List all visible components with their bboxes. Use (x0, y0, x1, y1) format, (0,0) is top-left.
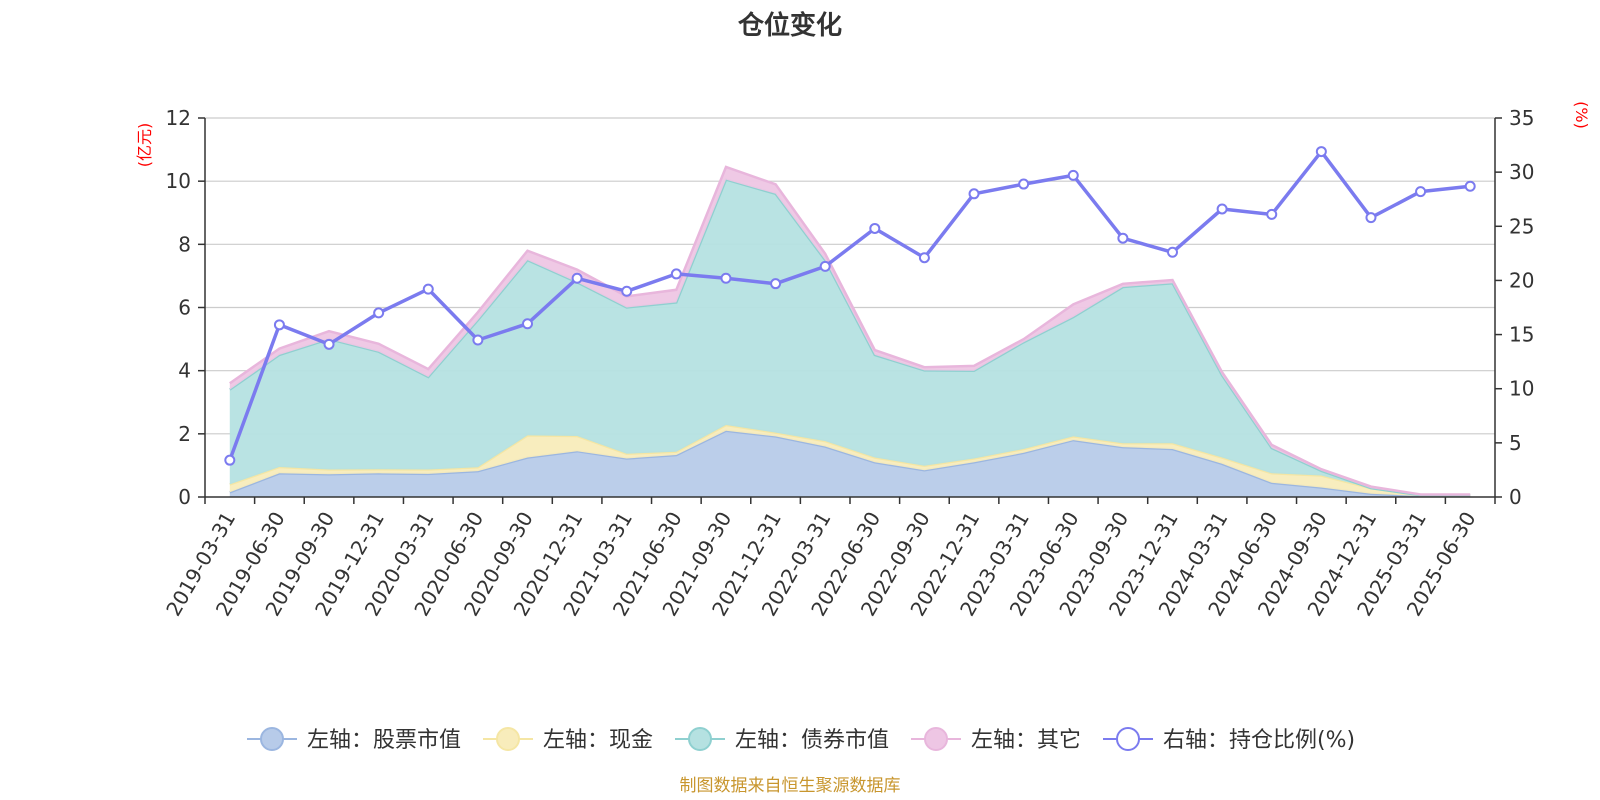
left-tick-label: 10 (166, 169, 191, 193)
right-tick-label: 30 (1509, 160, 1534, 184)
right-tick-label: 35 (1509, 106, 1534, 130)
area-series-2 (229, 179, 1471, 496)
ratio-point (224, 454, 236, 466)
ratio-point (1167, 246, 1178, 258)
ratio-point (1266, 208, 1278, 220)
legend-item-0: 左轴：股票市值 (247, 727, 461, 753)
area-series-edge-3 (229, 165, 1471, 496)
legend-label: 左轴：股票市值 (307, 728, 461, 753)
ratio-point (1464, 180, 1476, 192)
right-tick-label: 20 (1509, 268, 1534, 292)
legend-marker (924, 727, 948, 751)
ratio-point (670, 268, 682, 280)
ratio-point (373, 307, 385, 319)
ratio-point (720, 272, 732, 284)
right-tick-label: 10 (1509, 377, 1534, 401)
legend-item-1: 左轴：现金 (483, 727, 653, 753)
left-tick-label: 6 (178, 296, 191, 320)
area-series-0 (229, 430, 1471, 497)
ratio-point (522, 318, 533, 330)
legend-label: 左轴：债券市值 (735, 728, 889, 753)
right-tick-label: 5 (1509, 431, 1522, 455)
ratio-point (571, 272, 583, 284)
left-tick-label: 8 (178, 232, 191, 256)
legend-item-4: 右轴：持仓比例(%) (1103, 727, 1355, 753)
ratio-point (1067, 169, 1079, 181)
ratio-point (770, 278, 782, 290)
holding-ratio-line (224, 146, 1476, 466)
left-axis-unit: (亿元) (135, 123, 154, 168)
chart-title: 仓位变化 (737, 10, 842, 41)
source-note: 制图数据来自恒生聚源数据库 (680, 776, 901, 796)
area-series-1 (229, 425, 1471, 497)
left-tick-label: 12 (166, 106, 191, 130)
ratio-point (869, 222, 881, 234)
left-tick-label: 2 (178, 422, 191, 446)
legend-item-3: 左轴：其它 (911, 727, 1081, 753)
ratio-point (1018, 178, 1030, 190)
legend-marker (1116, 727, 1140, 751)
right-tick-label: 25 (1509, 214, 1534, 238)
legend-marker (260, 727, 284, 751)
legend-label: 右轴：持仓比例(%) (1163, 728, 1355, 753)
ratio-point (968, 188, 980, 200)
ratio-point (472, 334, 484, 346)
right-tick-label: 15 (1509, 323, 1534, 347)
legend-label: 左轴：其它 (971, 728, 1081, 753)
ratio-point (1216, 203, 1228, 215)
ratio-point (819, 260, 831, 272)
ratio-point (1117, 232, 1129, 244)
ratio-point (1315, 146, 1327, 158)
ratio-point (422, 283, 434, 295)
left-tick-label: 0 (178, 485, 191, 509)
legend-label: 左轴：现金 (543, 728, 653, 753)
legend: 左轴：股票市值 左轴：现金 左轴：债券市值 左轴：其它 右轴：持仓比例(%) (247, 727, 1355, 753)
ratio-point (918, 252, 930, 264)
ratio-point (273, 319, 285, 331)
ratio-line-path (228, 149, 1471, 461)
right-tick-label: 0 (1509, 485, 1522, 509)
ratio-point (1415, 186, 1427, 198)
left-tick-label: 4 (178, 359, 191, 383)
stacked-areas (229, 165, 1471, 498)
ratio-point (323, 338, 335, 350)
right-axis-unit: (%) (1572, 101, 1591, 129)
ratio-point (1365, 212, 1377, 224)
legend-marker (688, 727, 712, 751)
legend-marker (496, 727, 520, 751)
ratio-point (621, 285, 633, 297)
legend-item-2: 左轴：债券市值 (675, 727, 889, 753)
